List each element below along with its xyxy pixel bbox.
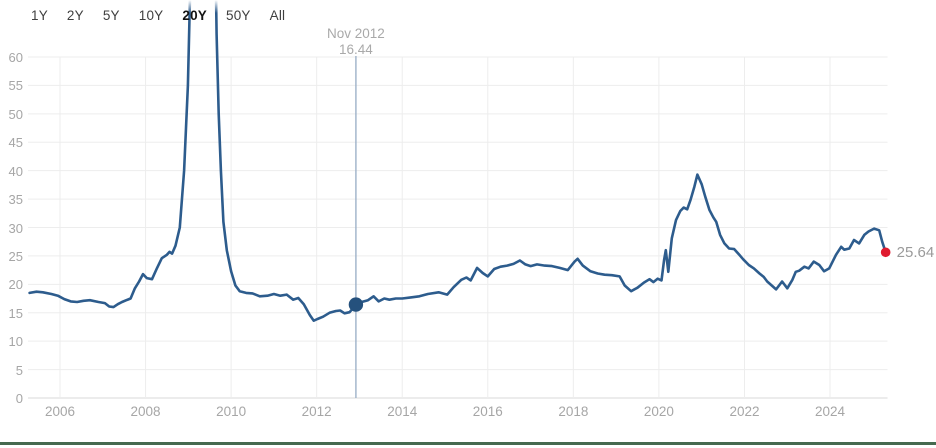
hover-marker-dot — [348, 297, 364, 312]
range-button-20y[interactable]: 20Y — [182, 8, 208, 23]
latest-value-dot — [880, 247, 891, 258]
y-tick-label: 60 — [8, 50, 23, 65]
x-tick-label: 2014 — [387, 404, 418, 419]
x-tick-label: 2018 — [558, 404, 589, 419]
y-tick-label: 40 — [8, 163, 23, 179]
range-button-1y[interactable]: 1Y — [31, 8, 48, 23]
y-tick-label: 0 — [15, 391, 23, 406]
range-button-50y[interactable]: 50Y — [226, 8, 251, 23]
x-tick-label: 2024 — [815, 404, 846, 419]
range-button-2y[interactable]: 2Y — [66, 8, 84, 23]
range-toolbar: 1Y 2Y 5Y 10Y 20Y 50Y All — [31, 7, 285, 25]
y-tick-label: 15 — [8, 305, 23, 321]
y-tick-label: 30 — [8, 220, 23, 236]
x-tick-label: 2012 — [301, 404, 332, 419]
x-tick-label: 2016 — [472, 404, 503, 419]
bottom-divider-bar — [0, 442, 936, 445]
range-button-all[interactable]: All — [269, 8, 286, 23]
y-tick-label: 35 — [8, 192, 23, 208]
x-tick-label: 2020 — [643, 404, 674, 419]
x-tick-label: 2022 — [729, 404, 760, 419]
y-tick-label: 20 — [8, 277, 23, 293]
range-button-10y[interactable]: 10Y — [138, 8, 164, 23]
y-tick-label: 5 — [15, 362, 23, 378]
y-tick-label: 45 — [8, 135, 23, 151]
y-tick-label: 50 — [8, 106, 23, 122]
y-tick-label: 25 — [8, 248, 23, 264]
y-tick-label: 10 — [8, 334, 23, 350]
range-button-5y[interactable]: 5Y — [102, 8, 120, 23]
y-tick-label: 55 — [8, 78, 23, 94]
series-line — [28, 0, 888, 323]
latest-value-label: 25.64 — [896, 244, 935, 262]
x-tick-label: 2006 — [44, 404, 76, 419]
x-tick-label: 2008 — [130, 404, 161, 419]
x-tick-label: 2010 — [216, 404, 247, 419]
